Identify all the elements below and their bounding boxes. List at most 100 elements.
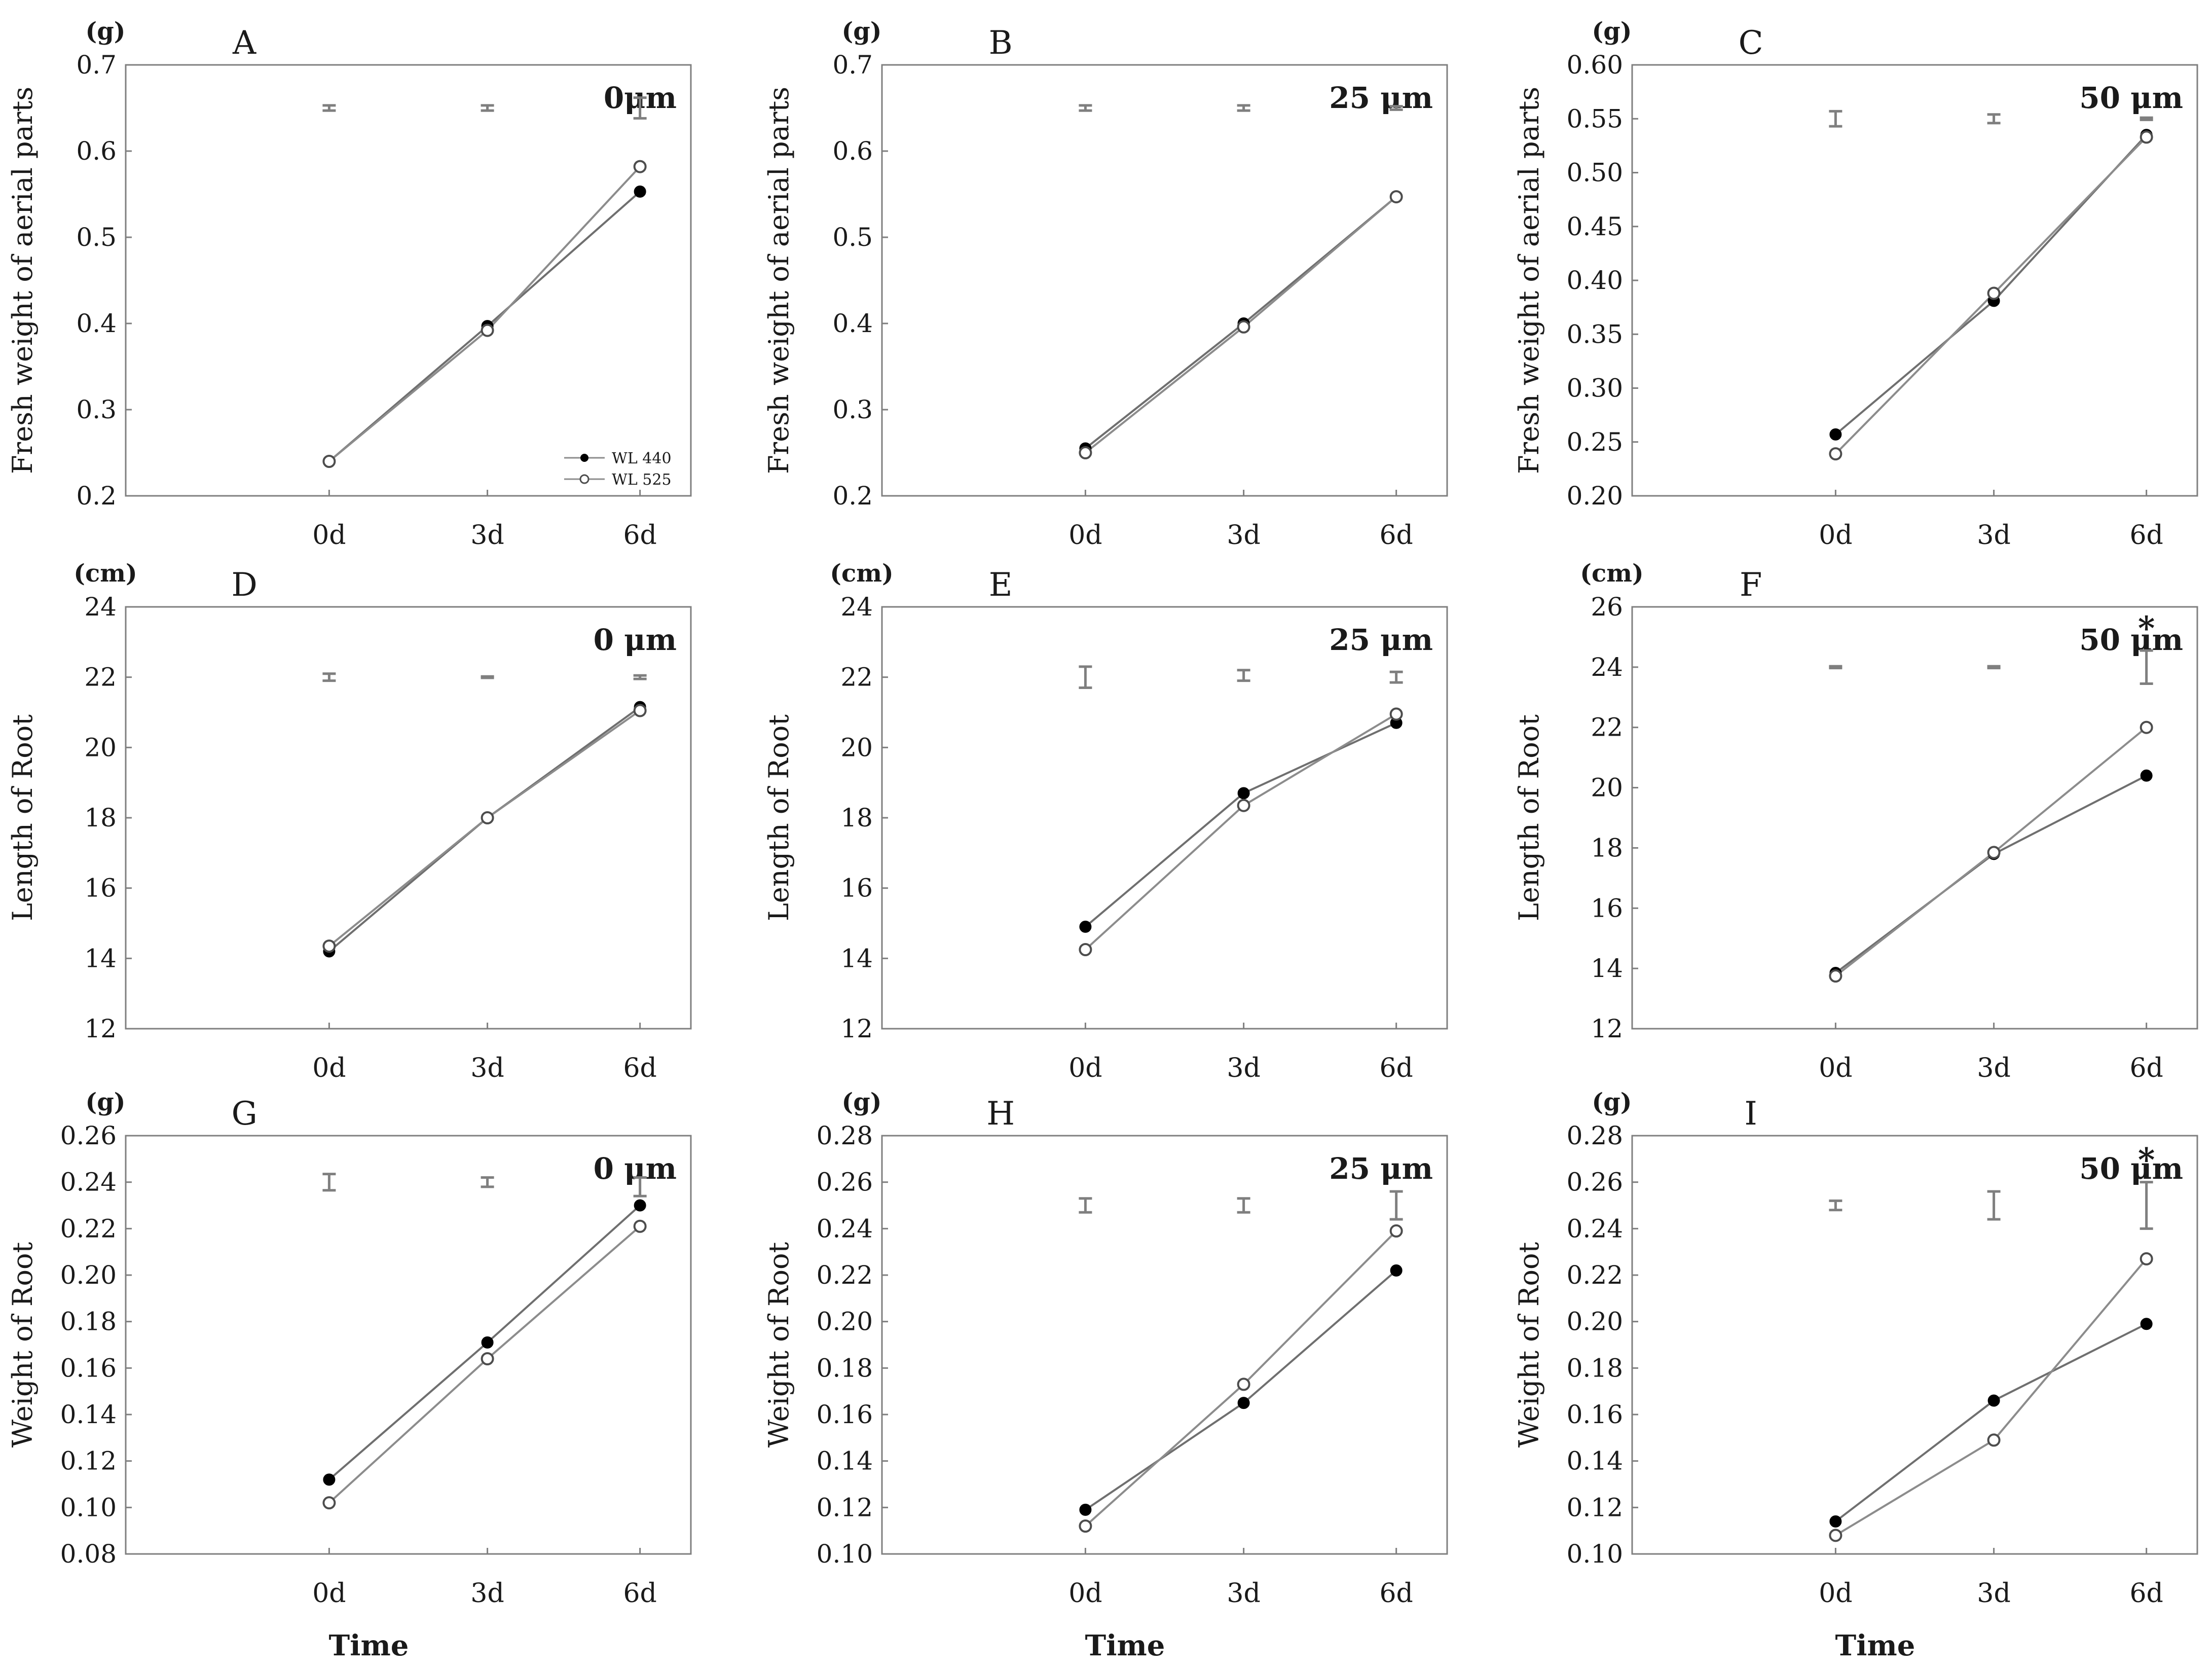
x-tick-label: 3d bbox=[470, 1053, 504, 1083]
y-tick-label: 0.28 bbox=[1567, 1121, 1623, 1150]
error-bar bbox=[1079, 104, 1092, 112]
unit-label: (g) bbox=[86, 1088, 126, 1116]
x-tick-label: 3d bbox=[1977, 520, 2010, 551]
data-point-wl525 bbox=[633, 1219, 647, 1233]
legend-label: WL 440 bbox=[612, 450, 672, 467]
data-point-wl440 bbox=[1079, 1503, 1092, 1516]
y-tick-label: 0.55 bbox=[1567, 104, 1623, 133]
panel-title: F bbox=[1740, 566, 1762, 604]
y-tick-label: 0.6 bbox=[76, 136, 117, 166]
data-point-wl525 bbox=[1829, 447, 1842, 461]
error-bar bbox=[481, 1176, 494, 1188]
data-point-wl525 bbox=[1237, 320, 1250, 334]
unit-label: (cm) bbox=[830, 559, 893, 588]
data-point-wl525 bbox=[1987, 1433, 2001, 1447]
unit-label: (g) bbox=[1592, 17, 1632, 46]
legend-marker-open bbox=[579, 474, 589, 484]
plot-frame bbox=[1631, 64, 2198, 497]
unit-label: (g) bbox=[1592, 1088, 1632, 1116]
x-tick-label: 0d bbox=[1068, 1053, 1102, 1083]
series-line-wl440 bbox=[1835, 1323, 2147, 1523]
data-point-wl440 bbox=[1987, 1394, 2000, 1407]
y-tick-label: 24 bbox=[1591, 653, 1623, 682]
x-tick-label: 0d bbox=[1819, 520, 1852, 551]
x-tick-label: 3d bbox=[470, 520, 504, 551]
data-point-wl525 bbox=[633, 704, 647, 717]
plot-frame bbox=[881, 606, 1448, 1030]
y-axis-label: Fresh weight of aerial parts bbox=[7, 87, 39, 474]
x-tick-label: 6d bbox=[1379, 1053, 1413, 1083]
y-tick-label: 22 bbox=[84, 663, 117, 692]
y-tick-label: 0.10 bbox=[817, 1539, 873, 1569]
data-point-wl525 bbox=[481, 323, 494, 337]
y-tick-label: 0.50 bbox=[1567, 158, 1623, 188]
y-tick-label: 0.20 bbox=[1567, 1307, 1623, 1336]
data-point-wl525 bbox=[2140, 720, 2153, 734]
y-tick-label: 0.22 bbox=[60, 1214, 117, 1243]
legend: WL 440 WL 525 bbox=[564, 450, 672, 489]
panel-i: 0.10 0.12 0.14 0.16 0.18 0.20 0.22 0.24 0.26 0.28… bbox=[1513, 1088, 2198, 1662]
legend-label: WL 525 bbox=[612, 471, 672, 489]
data-point-wl525 bbox=[1237, 799, 1250, 812]
error-bar bbox=[1389, 105, 1403, 111]
error-bar bbox=[1389, 1190, 1403, 1221]
plot-frame bbox=[881, 64, 1448, 497]
data-point-wl525 bbox=[1079, 943, 1092, 956]
y-tick-label: 0.30 bbox=[1567, 374, 1623, 403]
data-point-wl440 bbox=[1237, 787, 1250, 800]
concentration-label: 50 μm bbox=[2079, 1151, 2183, 1186]
panel-title: G bbox=[232, 1095, 257, 1133]
unit-label: (g) bbox=[86, 17, 126, 46]
error-bar bbox=[481, 675, 494, 679]
x-tick-label: 3d bbox=[1227, 1053, 1260, 1083]
data-point-wl440 bbox=[1829, 428, 1842, 441]
panel-g: 0.08 0.10 0.12 0.14 0.16 0.18 0.20 0.22 0.24 0.26… bbox=[7, 1088, 692, 1662]
error-bar bbox=[1987, 1190, 2001, 1221]
y-axis-label: Length of Root bbox=[763, 714, 795, 921]
x-tick-label: 3d bbox=[1227, 520, 1260, 551]
y-tick-label: 0.45 bbox=[1567, 212, 1623, 241]
data-point-wl525 bbox=[322, 939, 336, 953]
y-tick-label: 20 bbox=[840, 733, 873, 762]
y-tick-label: 0.24 bbox=[60, 1168, 117, 1197]
y-axis-label: Weight of Root bbox=[1513, 1242, 1545, 1447]
x-tick-label: 0d bbox=[1068, 520, 1102, 551]
data-point-wl525 bbox=[1389, 707, 1403, 721]
panel-e: 12 14 16 18 20 22 24 0d 3d 6d E (cm) 25 μm Length of … bbox=[763, 559, 1448, 1083]
concentration-label: 50 μm bbox=[2079, 623, 2183, 657]
y-tick-label: 0.10 bbox=[1567, 1539, 1623, 1569]
x-tick-label: 3d bbox=[1227, 1578, 1260, 1609]
concentration-label: 25 μm bbox=[1329, 81, 1433, 115]
y-axis-label: Weight of Root bbox=[763, 1242, 795, 1447]
x-tick-label: 6d bbox=[623, 1578, 656, 1609]
data-point-wl525 bbox=[481, 1352, 494, 1365]
x-tick-label: 3d bbox=[470, 1578, 504, 1609]
y-tick-label: 0.2 bbox=[832, 481, 873, 511]
y-tick-label: 24 bbox=[84, 592, 117, 622]
legend-marker-filled bbox=[580, 454, 588, 462]
panel-title: I bbox=[1745, 1095, 1757, 1133]
data-point-wl440 bbox=[2140, 769, 2153, 782]
y-tick-label: 0.12 bbox=[60, 1446, 117, 1476]
x-tick-label: 0d bbox=[312, 1578, 346, 1609]
panel-b: 0.2 0.3 0.4 0.5 0.6 0.7 0d 3d 6d B (g) 25 μm Fresh w… bbox=[763, 17, 1448, 551]
y-axis-label: Fresh weight of aerial parts bbox=[763, 87, 795, 474]
x-tick-label: 6d bbox=[623, 520, 656, 551]
error-bar bbox=[633, 674, 647, 680]
y-tick-label: 12 bbox=[1591, 1014, 1623, 1043]
concentration-label: 25 μm bbox=[1329, 1151, 1433, 1186]
y-tick-label: 0.28 bbox=[817, 1121, 873, 1150]
y-tick-label: 0.24 bbox=[817, 1214, 873, 1243]
x-axis-label: Time bbox=[1085, 1629, 1165, 1662]
data-point-wl525 bbox=[481, 811, 494, 824]
x-axis-label: Time bbox=[1835, 1629, 1915, 1662]
error-bar bbox=[481, 104, 494, 112]
error-bar bbox=[322, 104, 336, 112]
y-tick-label: 0.7 bbox=[76, 50, 117, 80]
y-tick-label: 0.5 bbox=[76, 223, 117, 252]
error-bar bbox=[322, 672, 336, 682]
error-bar bbox=[1829, 110, 1842, 128]
y-tick-label: 0.26 bbox=[1567, 1168, 1623, 1197]
error-bar bbox=[2140, 116, 2153, 121]
